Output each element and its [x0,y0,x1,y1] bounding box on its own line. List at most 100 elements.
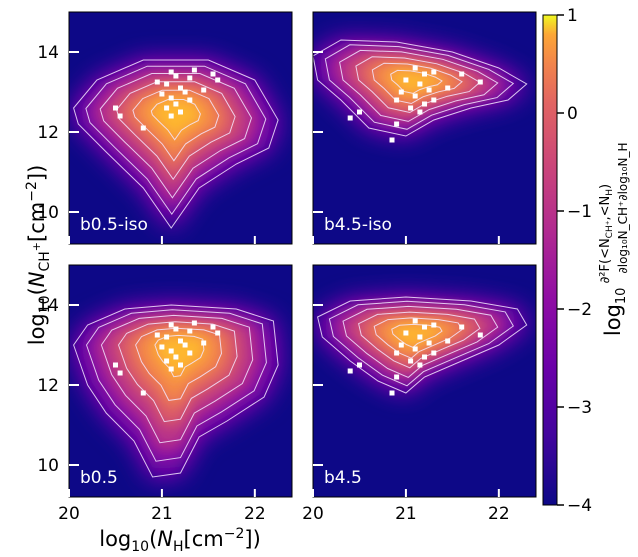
colorbar-ticks: 1 0 −1 −2 −3 −4 [557,6,592,516]
colorbar-tick-label: −1 [567,202,592,222]
x-tick-label: 22 [488,504,510,524]
observation-point [118,114,123,119]
panel-label: b0.5 [80,468,118,488]
x-tick-label: 20 [58,504,80,524]
observation-point [164,335,169,340]
observation-point [187,98,192,103]
observation-point [348,116,353,121]
y-axis-title: log10(NCH+[cm−2]) [24,165,53,346]
colorbar-tick-label: 0 [567,104,578,124]
observation-point [427,88,432,93]
observation-point [413,347,418,352]
panel-b4.5-iso: b4.5-iso [309,12,536,244]
observation-point [348,369,353,374]
observation-point [445,86,450,91]
observation-point [403,78,408,83]
observation-point [394,351,399,356]
observation-point [164,106,169,111]
panel-label: b4.5-iso [324,215,392,235]
observation-point [417,363,422,368]
observation-point [164,82,169,87]
panel-b0.5: 10 12 14 20 21 22 b0.5 [37,265,292,524]
observation-point [141,126,146,131]
observation-point [169,114,174,119]
observation-point [459,72,464,77]
observation-point [113,106,118,111]
observation-point [169,367,174,372]
y-tick-label: 12 [37,123,59,143]
observation-point [173,102,178,107]
observation-point [399,90,404,95]
observation-point [422,72,427,77]
observation-point [417,335,422,340]
observation-point [173,355,178,360]
y-tick-label: 14 [37,43,59,63]
observation-point [201,88,206,93]
observation-point [183,343,188,348]
panel-label: b4.5 [324,468,362,488]
observation-point [431,351,436,356]
observation-point [159,92,164,97]
colorbar-tick-label: −2 [567,300,592,320]
observation-point [215,331,220,336]
observation-point [169,70,174,75]
observation-point [178,86,183,91]
observation-point [178,339,183,344]
observation-point [141,391,146,396]
observation-point [459,325,464,330]
observation-point [390,391,395,396]
observation-point [431,98,436,103]
observation-point [155,333,160,338]
observation-point [187,351,192,356]
observation-point [169,323,174,328]
observation-point [211,325,216,330]
observation-point [159,345,164,350]
x-axis-title: log10(NH[cm−2]) [99,526,261,553]
x-tick-label: 22 [244,504,266,524]
x-tick-label: 20 [302,504,324,524]
observation-point [187,76,192,81]
observation-point [403,331,408,336]
observation-point [169,96,174,101]
observation-point [413,319,418,324]
observation-point [357,110,362,115]
observation-point [417,110,422,115]
panel-b0.5-iso: 101214b0.5-iso [37,12,292,244]
panels-layer: 101214b0.5-iso b4.5-iso10121420 21 22b0.520… [37,12,536,524]
observation-point [169,349,174,354]
colorbar-gradient [543,15,557,505]
observation-point [413,94,418,99]
panel-b4.5: 20 21 22 b4.5 [302,265,536,524]
observation-point [211,72,216,77]
observation-point [413,66,418,71]
x-tick-label: 21 [395,504,417,524]
observation-point [155,80,160,85]
colorbar-tick-label: 1 [567,6,578,26]
observation-point [164,359,169,364]
observation-point [431,323,436,328]
observation-point [183,90,188,95]
colorbar-tick-label: −3 [567,398,592,418]
observation-point [394,122,399,127]
colorbar-label-denominator: ∂log₁₀N_CH⁺∂log₁₀N_H [616,143,630,274]
observation-point [178,363,183,368]
observation-point [192,68,197,73]
observation-point [399,343,404,348]
observation-point [394,375,399,380]
observation-point [357,363,362,368]
observation-point [118,371,123,376]
observation-point [187,329,192,334]
observation-point [422,355,427,360]
observation-point [422,325,427,330]
observation-point [431,70,436,75]
observation-point [173,327,178,332]
observation-point [422,102,427,107]
observation-point [201,341,206,346]
observation-point [113,363,118,368]
y-tick-label: 10 [37,456,59,476]
observation-point [408,106,413,111]
observation-point [408,359,413,364]
panel-label: b0.5-iso [80,215,148,235]
observation-point [390,138,395,143]
